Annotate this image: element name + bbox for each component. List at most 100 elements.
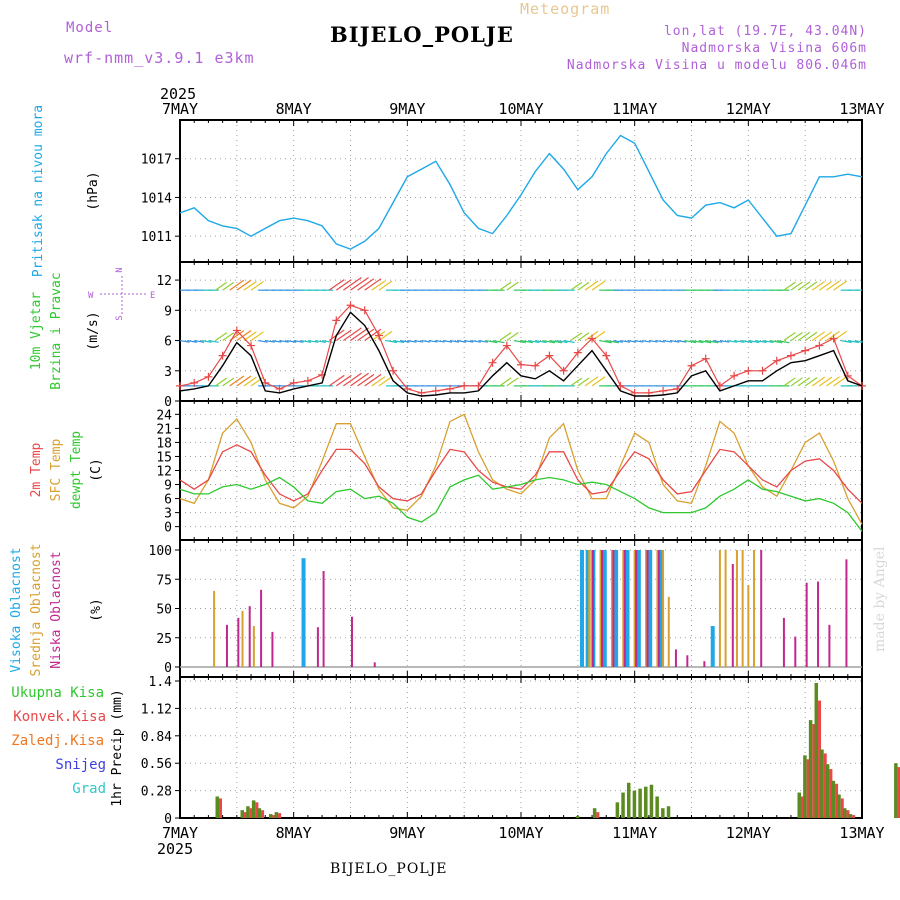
cloud-bar-niska bbox=[601, 550, 604, 667]
dewpt-axis-title: dewpt Temp bbox=[69, 431, 84, 509]
wind-arrow bbox=[371, 280, 386, 291]
cloud-bar-niska bbox=[612, 550, 615, 667]
wind-arrow bbox=[335, 279, 352, 291]
cloud-bar-srednja bbox=[622, 550, 625, 667]
precip-bar-conv bbox=[823, 753, 827, 818]
compass-s: S bbox=[115, 315, 125, 320]
wind-arrow bbox=[300, 339, 312, 343]
precip-bar-conv bbox=[596, 812, 600, 818]
wind-arrow bbox=[677, 339, 687, 343]
wind-arrow bbox=[478, 339, 488, 343]
wind-arrow bbox=[606, 339, 619, 344]
wind-arrow bbox=[748, 339, 760, 344]
wind-arrow bbox=[833, 330, 848, 342]
x-date-top: 13MAY bbox=[839, 100, 884, 118]
precip-bar-total bbox=[831, 780, 836, 818]
precip-bar-total bbox=[894, 763, 898, 818]
x-year-bottom: 2025 bbox=[157, 840, 193, 858]
wind-arrow bbox=[790, 377, 803, 387]
wind-arrow bbox=[811, 376, 826, 387]
wind-arrow bbox=[250, 376, 264, 387]
wind-gust-marker bbox=[232, 326, 241, 335]
wind-arrow bbox=[641, 339, 651, 343]
precip-bar-conv bbox=[272, 815, 276, 818]
precip-bar-total bbox=[837, 794, 841, 818]
wind-arrow bbox=[258, 339, 268, 343]
precip-bar-conv bbox=[812, 724, 816, 818]
cloud-bar-niska bbox=[322, 571, 325, 667]
cloud-bar-niska bbox=[225, 624, 228, 667]
y-tick-label: 9 bbox=[164, 304, 172, 319]
wind-arrow bbox=[335, 374, 352, 387]
precip-bar-total bbox=[240, 810, 245, 818]
y-tick-label: 75 bbox=[156, 573, 172, 588]
x-date-bottom: 11MAY bbox=[612, 824, 657, 842]
pressure-unit: (hPa) bbox=[86, 171, 101, 210]
wind-arrow bbox=[655, 339, 665, 343]
cloud-bar-niska bbox=[373, 662, 376, 667]
cloud-bar-srednja bbox=[724, 550, 727, 667]
pressure-axis-title: Pritisak na nivou mora bbox=[31, 105, 46, 277]
wind-axis-title: 10m Vjetar bbox=[29, 292, 44, 370]
wind-gust-marker bbox=[389, 366, 398, 375]
wind-speed-line bbox=[179, 311, 863, 397]
wind-arrow bbox=[314, 339, 326, 344]
wind-arrow bbox=[591, 280, 606, 291]
wind-arrow bbox=[833, 280, 848, 291]
wind-arrow bbox=[499, 331, 512, 342]
wind-arrow bbox=[222, 377, 235, 387]
wind-gust-marker bbox=[403, 384, 412, 393]
wind-arrow bbox=[357, 373, 375, 387]
wind-gust-marker bbox=[559, 366, 568, 375]
wind-arrow bbox=[357, 278, 375, 291]
cloud-bar-srednja bbox=[252, 626, 255, 667]
wind-arrow bbox=[428, 339, 438, 343]
wind-arrow bbox=[691, 339, 704, 344]
cloud-bar-srednja bbox=[588, 550, 591, 667]
precip-bar-total bbox=[666, 806, 671, 818]
wind-arrow bbox=[570, 332, 583, 342]
wind-arrow bbox=[378, 330, 393, 342]
x-date-top: 11MAY bbox=[612, 100, 657, 118]
wind-arrow bbox=[826, 280, 840, 291]
wind-arrow bbox=[201, 339, 212, 343]
cloud-high-title: Visoka Oblacnost bbox=[9, 547, 24, 672]
cloud-bar-niska bbox=[817, 581, 820, 667]
wind-gust-marker bbox=[772, 356, 781, 365]
wind-arrow bbox=[343, 327, 362, 342]
wind-arrow bbox=[236, 375, 252, 387]
precip-bar-total bbox=[842, 808, 847, 818]
x-date-bottom: 9MAY bbox=[389, 824, 425, 842]
precip-bar-total bbox=[592, 808, 597, 818]
pressure-line bbox=[179, 134, 863, 250]
precip-bar-conv bbox=[829, 769, 833, 818]
wind-gust-marker bbox=[687, 361, 696, 370]
sfc-axis-title: SFC Temp bbox=[49, 439, 64, 502]
wind-arrow bbox=[819, 280, 833, 291]
cloud-bar-visoka bbox=[301, 558, 306, 667]
cloud-bar-visoka bbox=[659, 550, 664, 667]
wind-gust-marker bbox=[360, 306, 369, 315]
wind-arrow bbox=[662, 339, 673, 343]
wind-axis-title-2: Brzina i Pravac bbox=[49, 272, 64, 389]
wind-arrow bbox=[371, 376, 386, 387]
wind-arrow bbox=[286, 339, 297, 343]
wind-arrow bbox=[797, 281, 811, 291]
cloud-low-title: Niska Oblacnost bbox=[49, 551, 64, 668]
wind-arrow bbox=[577, 281, 590, 291]
wind-gust-marker bbox=[190, 378, 199, 387]
wind-arrow bbox=[343, 276, 362, 291]
wind-gust-marker bbox=[815, 341, 824, 350]
t2m-axis-title: 2m Temp bbox=[29, 442, 44, 497]
wind-arrow bbox=[471, 339, 481, 343]
precip-bar-conv bbox=[249, 808, 253, 818]
wind-gust-marker bbox=[659, 386, 668, 395]
y-tick-label: 0.84 bbox=[141, 730, 172, 745]
wind-gust-marker bbox=[502, 341, 511, 350]
wind-gust-marker bbox=[204, 372, 213, 381]
cloud-bar-niska bbox=[760, 550, 763, 667]
precip-bar-total bbox=[268, 814, 273, 818]
cloud-bar-srednja bbox=[610, 550, 613, 667]
wind-gust-marker bbox=[289, 378, 298, 387]
wind-arrow bbox=[797, 377, 811, 387]
